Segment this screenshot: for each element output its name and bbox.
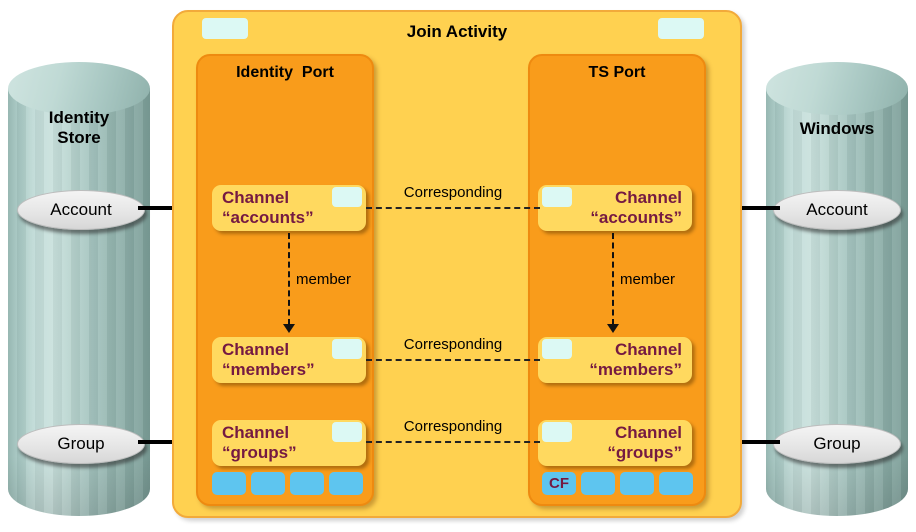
channel-accounts-left: Channel “accounts” [212,185,366,231]
member-arrow-line-left [288,233,290,325]
cf-slot-icon: CF [542,472,576,495]
channel-label-line2: “groups” [222,443,297,462]
channel-tab-icon [542,422,572,442]
member-arrow-label-left: member [296,271,352,288]
corresponding-label-groups: Corresponding [403,418,503,435]
corresponding-label-members: Corresponding [403,336,503,353]
entity-account-right-label: Account [806,200,868,219]
entity-account-right: Account [773,190,901,230]
channel-label-line2: “accounts” [590,208,682,227]
entity-account-left-label: Account [50,200,112,219]
slot-icon [581,472,615,495]
slot-icon [659,472,693,495]
channel-groups-right: Channel “groups” [538,420,692,466]
channel-label-line2: “accounts” [222,208,314,227]
entity-group-left: Group [17,424,145,464]
entity-group-right: Group [773,424,901,464]
channel-label-line2: “members” [589,360,682,379]
channel-label-line1: Channel [614,423,682,442]
identity-store-label: Identity Store [8,108,150,148]
member-arrow-label-right: member [620,271,676,288]
channel-members-right: Channel “members” [538,337,692,383]
join-activity-title: Join Activity [406,22,508,41]
slot-icon [212,472,246,495]
corresponding-label-accounts: Corresponding [403,184,503,201]
channel-groups-left: Channel “groups” [212,420,366,466]
slot-icon [251,472,285,495]
identity-store-label-line2: Store [57,128,101,147]
cf-slot-label: CF [549,475,569,492]
cylinder-top-ellipse [766,62,908,115]
identity-port-title: Identity Port [236,64,334,81]
channel-accounts-right: Channel “accounts” [538,185,692,231]
entity-group-left-label: Group [57,434,105,453]
channel-tab-icon [332,187,362,207]
member-arrowhead-icon-right [607,324,619,333]
channel-label-line1: Channel [222,188,290,207]
channel-label-line1: Channel [614,340,682,359]
activity-tab-icon-left [202,18,248,39]
channel-label-line2: “groups” [607,443,682,462]
channel-label-line1: Channel [614,188,682,207]
identity-store-label-line1: Identity [48,108,110,127]
entity-group-right-label: Group [813,434,861,453]
slot-icon [620,472,654,495]
corresponding-link-groups [366,441,540,443]
channel-label-line1: Channel [222,340,290,359]
channel-tab-icon [332,339,362,359]
channel-tab-icon [542,339,572,359]
activity-tab-icon-right [658,18,704,39]
channel-tab-icon [542,187,572,207]
channel-tab-icon [332,422,362,442]
channel-label-line2: “members” [222,360,315,379]
member-arrowhead-icon-left [283,324,295,333]
corresponding-link-accounts [366,207,540,209]
ts-port-title: TS Port [588,64,646,81]
entity-account-left: Account [17,190,145,230]
slot-icon [329,472,363,495]
slot-icon [290,472,324,495]
windows-store-label: Windows [799,119,875,138]
cylinder-top-ellipse [8,62,150,115]
identity-port-slot-row [212,472,363,495]
ts-port-slot-row: CF [542,472,693,495]
channel-label-line1: Channel [222,423,290,442]
member-arrow-line-right [612,233,614,325]
corresponding-link-members [366,359,540,361]
channel-members-left: Channel “members” [212,337,366,383]
